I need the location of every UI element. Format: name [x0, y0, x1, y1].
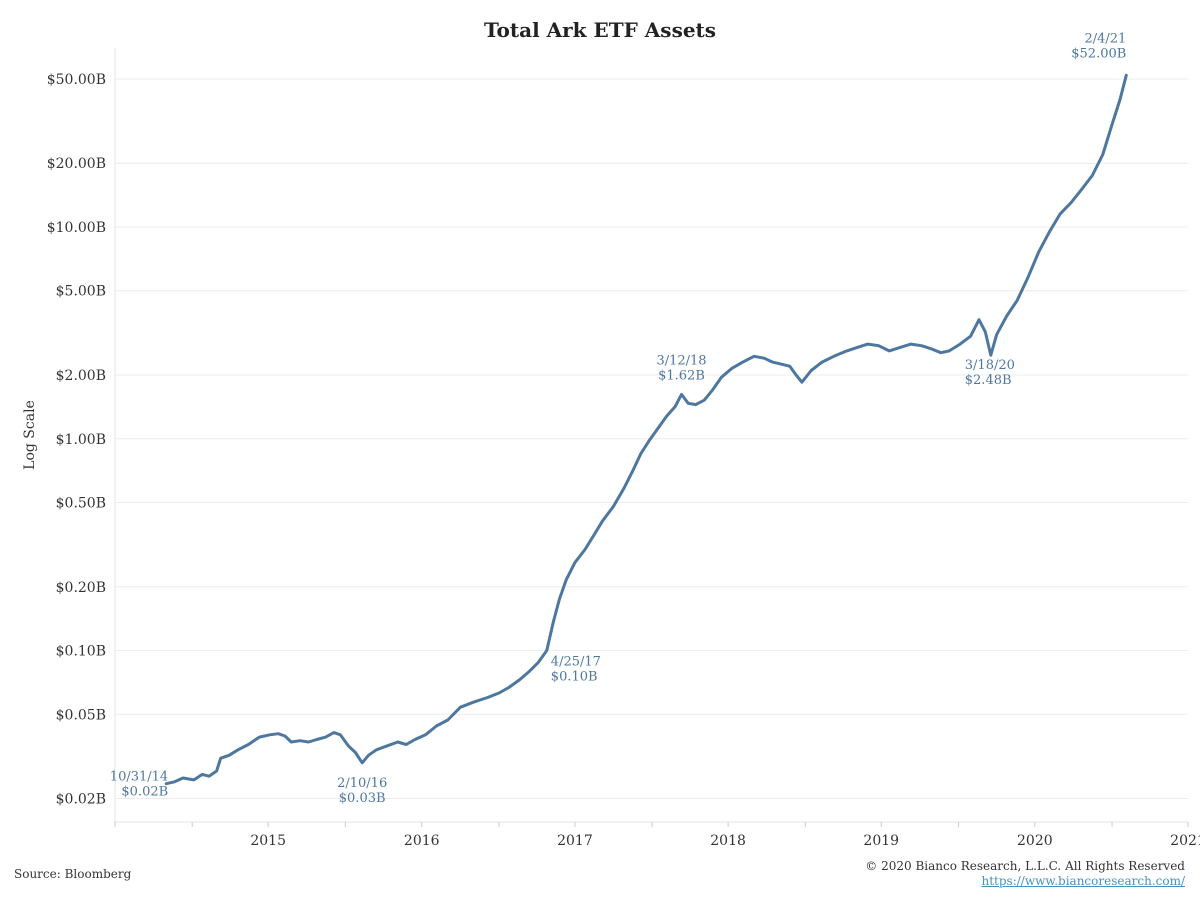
y-tick-label: $1.00B: [56, 432, 106, 448]
x-tick-label: 2018: [710, 833, 746, 849]
annotation-date: 2/10/16: [337, 776, 387, 791]
x-tick-label: 2017: [557, 833, 593, 849]
chart-title: Total Ark ETF Assets: [484, 18, 716, 42]
x-tick-label: 2019: [863, 833, 899, 849]
y-tick-label: $0.20B: [56, 580, 106, 596]
annotation-value: $1.62B: [658, 368, 705, 383]
footer-source: Source: Bloomberg: [14, 867, 132, 881]
y-tick-label: $0.50B: [56, 496, 106, 512]
x-tick-label: 2016: [404, 833, 440, 849]
annotation-date: 3/18/20: [965, 358, 1015, 373]
y-tick-label: $2.00B: [56, 368, 106, 384]
y-tick-label: $0.10B: [56, 644, 106, 660]
annotation-value: $0.02B: [121, 785, 168, 800]
footer-copyright: © 2020 Bianco Research, L.L.C. All Right…: [865, 859, 1185, 873]
annotation-date: 4/25/17: [551, 655, 601, 670]
annotation-value: $0.10B: [551, 670, 598, 685]
annotation-date: 2/4/21: [1084, 31, 1126, 46]
annotation-value: $0.03B: [339, 791, 386, 806]
annotation-value: $52.00B: [1071, 46, 1126, 61]
series-line: [164, 73, 1128, 786]
footer-url-link[interactable]: https://www.biancoresearch.com/: [981, 874, 1185, 888]
y-axis-label: Log Scale: [22, 400, 38, 470]
footer-credits: © 2020 Bianco Research, L.L.C. All Right…: [865, 859, 1185, 889]
y-tick-label: $50.00B: [47, 72, 106, 88]
annotation-date: 10/31/14: [110, 770, 168, 785]
y-tick-label: $20.00B: [47, 156, 106, 172]
x-tick-label: 2020: [1017, 833, 1053, 849]
y-tick-label: $10.00B: [47, 220, 106, 236]
annotation-value: $2.48B: [965, 373, 1012, 388]
y-tick-label: $5.00B: [56, 284, 106, 300]
x-tick-label: 2015: [250, 833, 286, 849]
y-tick-label: $0.02B: [56, 792, 106, 808]
y-tick-label: $0.05B: [56, 707, 106, 723]
annotation-date: 3/12/18: [656, 353, 706, 368]
